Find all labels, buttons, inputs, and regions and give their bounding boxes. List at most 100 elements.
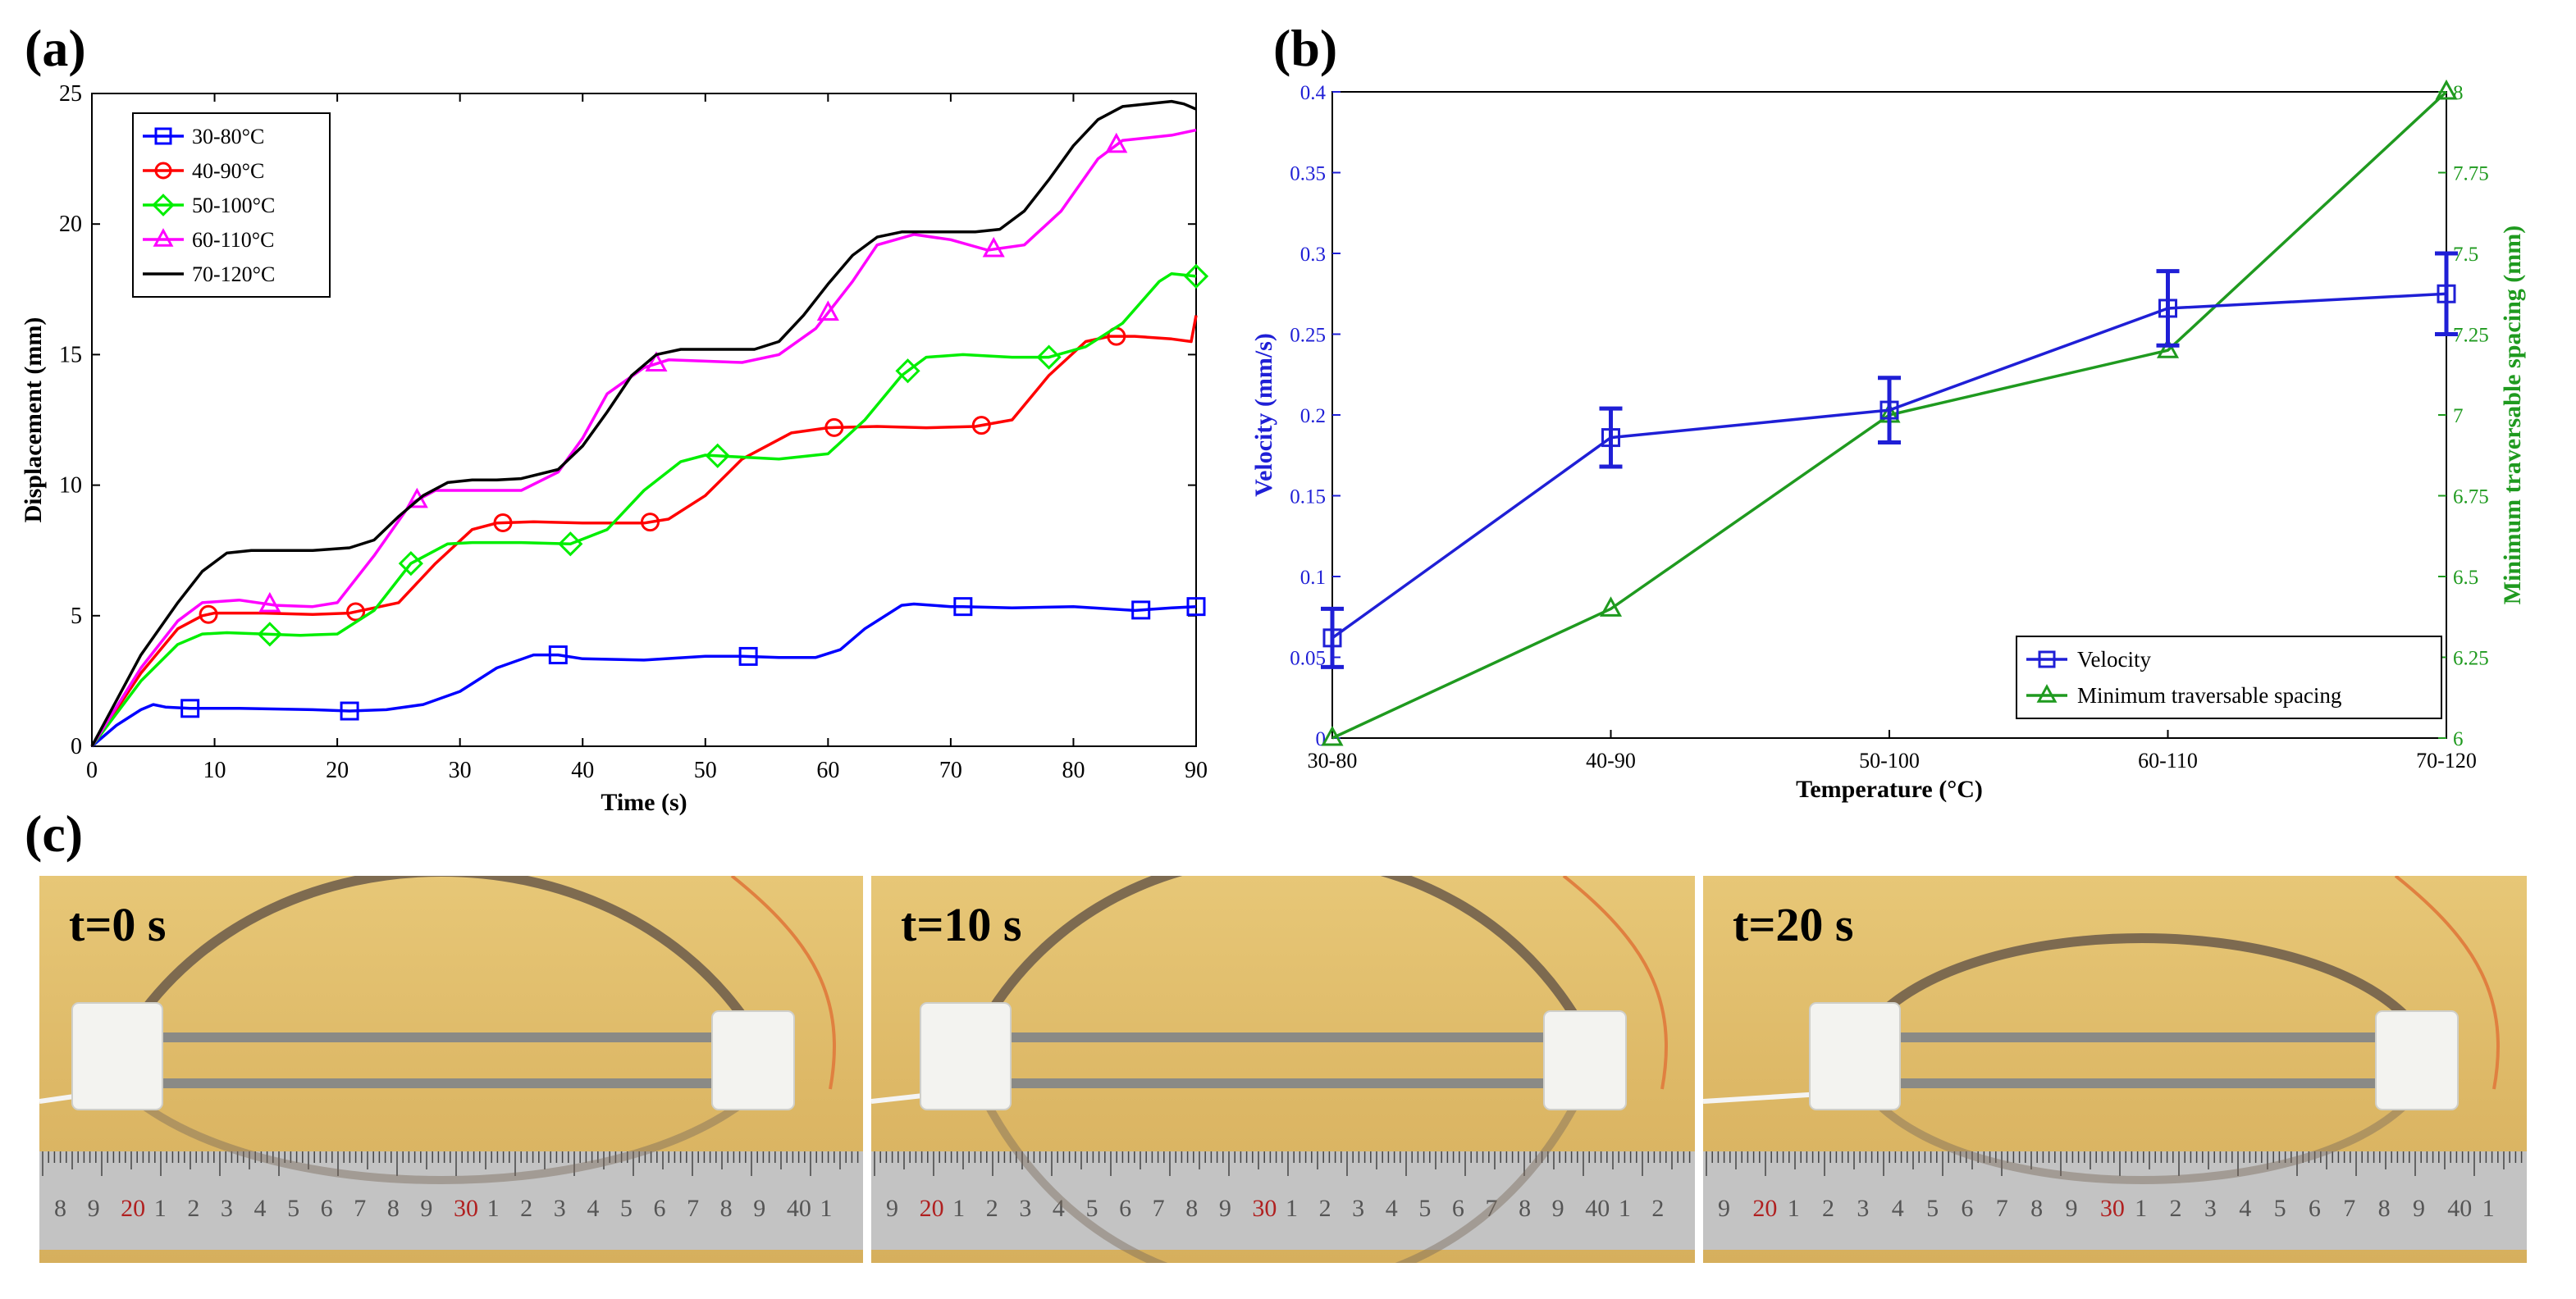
ruler-number: 6	[321, 1195, 333, 1222]
ruler-number: 9	[753, 1195, 765, 1222]
photo-time-label: t=20 s	[1733, 898, 1854, 951]
ruler-number: 3	[221, 1195, 233, 1222]
ruler-number: 8	[2378, 1195, 2391, 1222]
series-marker	[982, 236, 1005, 258]
ruler	[39, 1151, 863, 1250]
ruler-number: 6	[654, 1195, 666, 1222]
y2-tick-label: 7.25	[2453, 325, 2489, 347]
ruler-number: 1	[487, 1195, 500, 1222]
legend-marker	[152, 194, 175, 216]
x-tick-label: 90	[1185, 758, 1208, 783]
ruler-number: 5	[2274, 1195, 2286, 1222]
legend-label: 70-120°C	[192, 262, 275, 286]
photo-time-label: t=10 s	[901, 898, 1022, 951]
strip-lower	[1872, 1098, 2412, 1184]
end-block-left	[71, 1002, 163, 1110]
ruler-number: 8	[2030, 1195, 2043, 1222]
x-tick-label: 40	[571, 758, 594, 783]
ruler-number: 2	[1822, 1195, 1834, 1222]
ruler-number: 1	[2482, 1195, 2495, 1222]
ruler-number: 40	[2447, 1195, 2472, 1222]
ruler-number: 4	[587, 1195, 599, 1222]
y-tick-label: 20	[59, 212, 82, 237]
series-marker	[1183, 263, 1209, 289]
series-marker	[816, 300, 839, 321]
spacing-marker	[1321, 725, 1344, 746]
ruler-shine	[871, 1151, 1695, 1250]
series-marker	[824, 417, 844, 437]
ruler-number: 2	[520, 1195, 532, 1222]
chart-b-velocity-spacing: 30-80 40-90 50-100 60-110 70-120 0 0.05 0.1 0.15…	[1250, 79, 2526, 803]
strip-upper	[1871, 933, 2413, 1023]
ruler-number: 9	[1718, 1195, 1730, 1222]
series-marker	[953, 597, 973, 617]
panel-label-a: (a)	[25, 19, 86, 77]
spacing-marker	[1599, 596, 1623, 617]
strip-lower	[135, 1098, 748, 1184]
spacing-marker	[2435, 79, 2458, 100]
velocity-marker	[2437, 284, 2456, 303]
y2-tick-label: 6.5	[2453, 567, 2478, 589]
series-line	[90, 315, 1198, 747]
x-tick-label: 10	[203, 758, 226, 783]
ruler-shine	[1703, 1151, 2527, 1250]
panel-label-c: (c)	[25, 804, 84, 863]
series-line	[90, 99, 1197, 747]
velocity-marker	[2158, 299, 2177, 318]
strip-lower	[982, 1099, 1581, 1263]
ruler-number: 1	[1788, 1195, 1800, 1222]
y-tick-label: 0.4	[1300, 82, 1327, 104]
x-tick-label: 0	[86, 758, 98, 783]
ruler-number: 9	[2065, 1195, 2077, 1222]
velocity-marker	[1601, 428, 1620, 448]
ruler-number: 9	[420, 1195, 432, 1222]
x-tick-label: 40-90	[1586, 749, 1636, 773]
y-tick-label: 0.25	[1290, 325, 1326, 347]
ruler-number: 20	[121, 1195, 145, 1222]
y-tick-label: 25	[59, 81, 82, 107]
series-marker	[180, 699, 200, 718]
legend-marker	[154, 162, 172, 180]
ruler-number: 5	[287, 1195, 299, 1222]
legend-label: Velocity	[2077, 647, 2151, 672]
y-tick-label: 10	[59, 473, 82, 499]
x-tick-label: 80	[1062, 758, 1085, 783]
ruler-number: 40	[787, 1195, 811, 1222]
series-marker	[1105, 132, 1128, 153]
y-tick-label: 0.3	[1300, 244, 1326, 266]
series-marker	[1131, 600, 1151, 620]
ruler-number: 7	[687, 1195, 699, 1222]
end-block-right	[711, 1010, 795, 1110]
legend-label: 40-90°C	[192, 159, 264, 183]
panel-label-b: (b)	[1273, 19, 1338, 77]
ruler-number: 1	[952, 1195, 965, 1222]
legend-marker	[2036, 684, 2058, 703]
ruler-number: 9	[886, 1195, 898, 1222]
y-tick-label: 0.15	[1290, 486, 1326, 508]
ruler-number: 9	[1552, 1195, 1564, 1222]
ruler-shine	[39, 1151, 863, 1250]
x-tick-label: 20	[326, 758, 349, 783]
ruler-number: 4	[2239, 1195, 2251, 1222]
series-marker	[895, 358, 920, 384]
ruler-number: 6	[1119, 1195, 1131, 1222]
series-marker	[493, 513, 513, 533]
ruler	[871, 1151, 1695, 1250]
ruler-number: 4	[1892, 1195, 1904, 1222]
series-marker	[640, 513, 660, 532]
ruler-number: 9	[2413, 1195, 2425, 1222]
y-tick-label: 0	[71, 734, 82, 759]
series-marker	[346, 602, 366, 622]
ruler-number: 6	[1961, 1195, 1973, 1222]
series-marker	[645, 351, 668, 372]
ruler-number: 8	[720, 1195, 733, 1222]
y-tick-label: 5	[71, 604, 82, 629]
y2-axis-label: Minimum traversable spacing (mm)	[2499, 226, 2526, 604]
y-axis-label: Velocity (mm/s)	[1250, 333, 1277, 497]
legend-marker	[2038, 650, 2056, 668]
series-marker	[971, 416, 991, 435]
ruler-number: 1	[154, 1195, 167, 1222]
legend-marker	[154, 127, 172, 145]
x-tick-label: 50	[694, 758, 717, 783]
y2-tick-label: 7.75	[2453, 163, 2489, 185]
